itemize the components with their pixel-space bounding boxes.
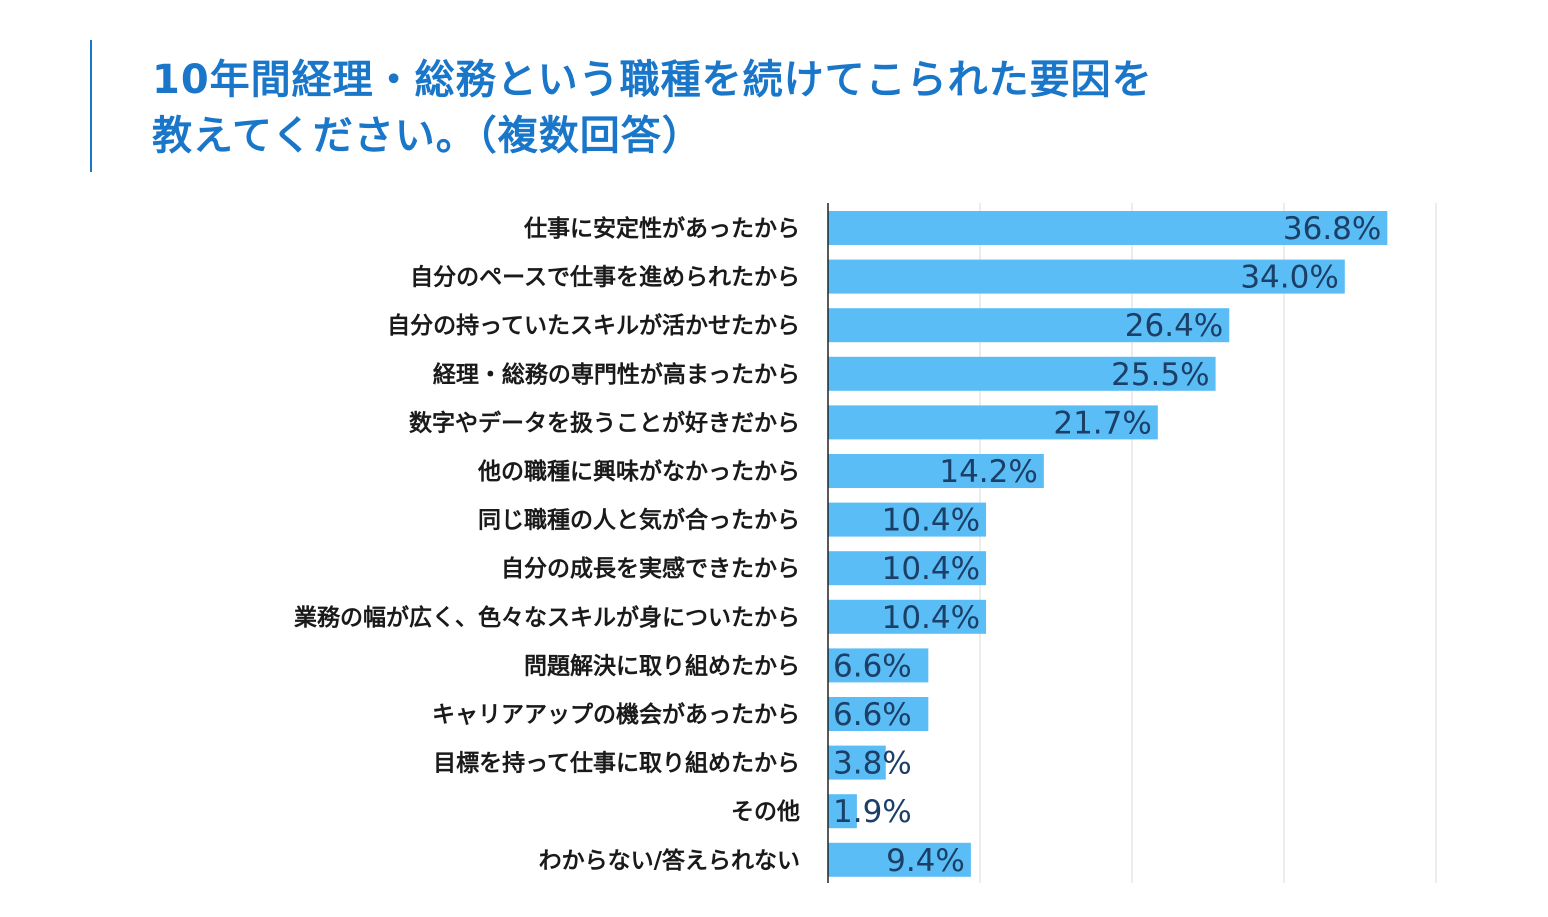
chart-title-line-1: 10年間経理・総務という職種を続けてこられた要因を [152, 57, 1153, 103]
value-label-5: 21.7% [1053, 405, 1151, 441]
category-label-6: 他の職種に興味がなかったから [477, 458, 800, 485]
category-label-9: 業務の幅が広く、色々なスキルが身についたから [293, 604, 800, 631]
category-label-10: 問題解決に取り組めたから [524, 652, 800, 679]
value-label-1: 36.8% [1283, 211, 1381, 247]
value-label-13: 1.9% [833, 794, 912, 830]
category-label-1: 仕事に安定性があったから [523, 215, 800, 242]
category-label-8: 自分の成長を実感できたから [501, 555, 800, 582]
category-label-3: 自分の持っていたスキルが活かせたから [387, 312, 800, 339]
chart-title-line-2: 教えてください。（複数回答） [152, 113, 703, 159]
category-label-14: わからない/答えられない [539, 847, 800, 874]
bar-14 [828, 842, 971, 877]
value-label-4: 25.5% [1111, 357, 1209, 393]
bar-4 [828, 356, 1216, 391]
value-label-11: 6.6% [833, 697, 912, 733]
category-label-5: 数字やデータを扱うことが好きだから [409, 409, 800, 436]
value-label-12: 3.8% [833, 746, 912, 782]
bar-11 [828, 697, 929, 731]
value-label-7: 10.4% [882, 503, 980, 539]
bar-5 [828, 405, 1158, 440]
value-label-8: 10.4% [882, 551, 980, 587]
value-label-2: 34.0% [1240, 260, 1338, 296]
category-label-4: 経理・総務の専門性が高まったから [433, 361, 800, 388]
category-label-12: 目標を持って仕事に取り組めたから [433, 750, 800, 777]
bar-1 [828, 211, 1388, 245]
value-label-10: 6.6% [833, 648, 912, 684]
bar-9 [828, 599, 987, 634]
category-label-11: キャリアアップの機会があったから [432, 701, 800, 728]
category-label-2: 自分のペースで仕事を進められたから [410, 264, 800, 291]
title-accent-bar [90, 40, 92, 172]
bar-3 [828, 308, 1230, 343]
value-label-6: 14.2% [939, 454, 1037, 490]
bar-10 [828, 648, 929, 683]
bar-7 [828, 502, 987, 537]
bar-6 [828, 454, 1044, 488]
bar-13 [828, 794, 857, 829]
value-label-14: 9.4% [886, 843, 965, 879]
bar-2 [828, 259, 1345, 294]
bar-12 [828, 745, 886, 780]
value-label-3: 26.4% [1125, 308, 1223, 344]
category-label-7: 同じ職種の人と気が合ったから [478, 507, 800, 534]
bar-8 [828, 551, 987, 586]
category-label-13: その他 [731, 799, 800, 825]
value-label-9: 10.4% [882, 600, 980, 636]
chart-title: 10年間経理・総務という職種を続けてこられた要因を 教えてください。（複数回答） [152, 52, 1153, 164]
